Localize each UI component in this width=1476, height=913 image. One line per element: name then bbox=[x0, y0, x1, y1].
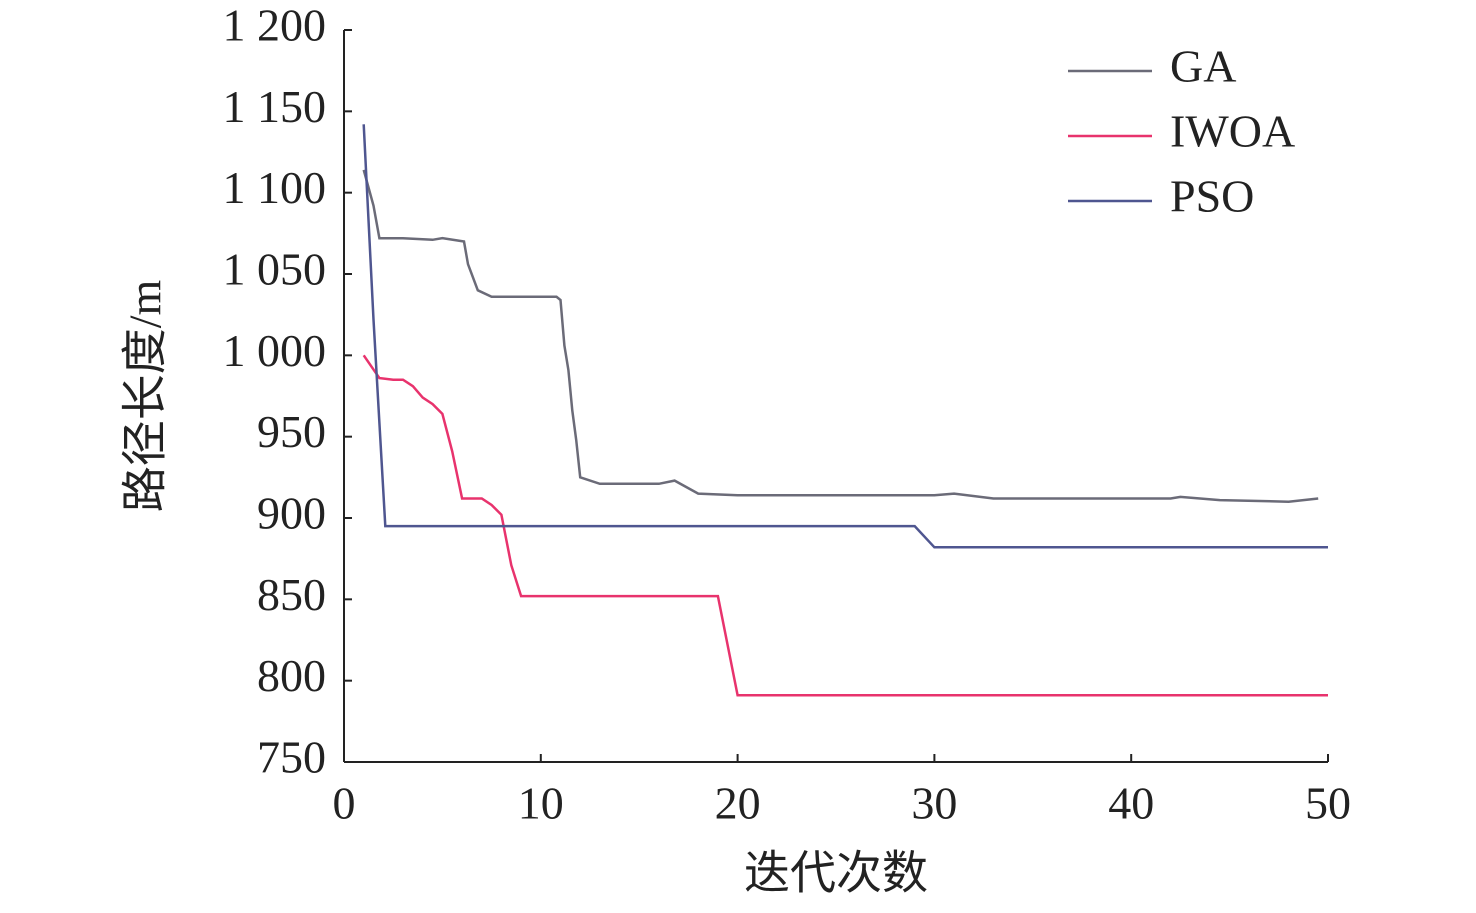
x-tick-label: 20 bbox=[715, 778, 761, 829]
y-tick-label: 1 150 bbox=[223, 81, 327, 132]
x-tick-label: 10 bbox=[518, 778, 564, 829]
legend-label: PSO bbox=[1170, 171, 1254, 222]
x-tick-label: 40 bbox=[1108, 778, 1154, 829]
series-line bbox=[362, 124, 1328, 549]
legend-label: GA bbox=[1170, 41, 1236, 92]
y-tick-label: 1 100 bbox=[223, 162, 327, 213]
series-line bbox=[362, 169, 1319, 503]
series-line bbox=[362, 354, 1328, 697]
legend-label: IWOA bbox=[1170, 106, 1295, 157]
y-tick-label: 750 bbox=[257, 732, 326, 783]
y-tick-label: 850 bbox=[257, 569, 326, 620]
y-axis-label: 路径长度/m bbox=[120, 280, 171, 513]
x-tick-label: 30 bbox=[911, 778, 957, 829]
y-tick-label: 1 000 bbox=[223, 325, 327, 376]
y-tick-label: 1 200 bbox=[223, 0, 327, 51]
x-tick-label: 50 bbox=[1305, 778, 1351, 829]
y-tick-label: 1 050 bbox=[223, 244, 327, 295]
x-axis-label: 迭代次数 bbox=[744, 848, 928, 899]
y-tick-label: 900 bbox=[257, 488, 326, 539]
y-tick-label: 800 bbox=[257, 650, 326, 701]
x-tick-label: 0 bbox=[333, 778, 356, 829]
y-tick-label: 950 bbox=[257, 406, 326, 457]
